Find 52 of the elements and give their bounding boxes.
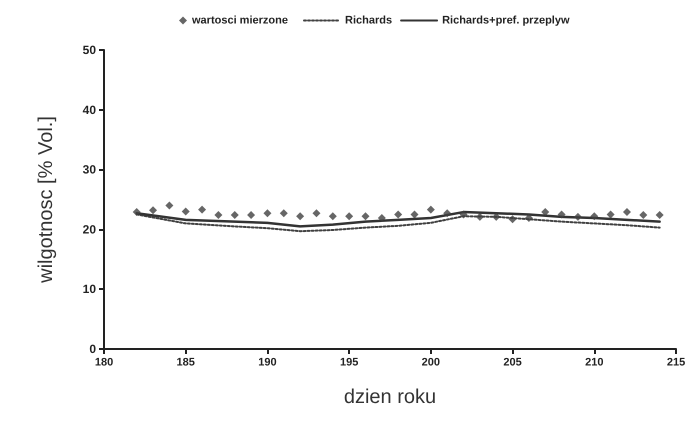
x-tick-label: 180: [94, 356, 114, 368]
point: [182, 207, 190, 216]
point: [476, 212, 484, 221]
y-axis-title: wilgotnosc [% Vol.]: [35, 116, 57, 284]
point: [280, 209, 288, 218]
point: [296, 212, 304, 220]
point: [606, 210, 615, 218]
point: [328, 212, 337, 220]
x-axis-title: dzien roku: [344, 386, 436, 408]
x-tick-label: 205: [503, 356, 522, 368]
point: [394, 210, 402, 218]
x-tick-label: 190: [258, 356, 277, 368]
y-tick-label: 30: [82, 162, 96, 177]
point: [460, 210, 468, 218]
point: [639, 211, 648, 220]
y-tick-label: 50: [82, 43, 96, 57]
y-tick-label: 40: [82, 102, 96, 117]
point: [263, 209, 272, 218]
point: [247, 211, 256, 220]
point: [590, 212, 598, 220]
point: [574, 212, 582, 221]
x-tick-label: 195: [340, 356, 358, 368]
legend-label: Richards+pref. przeplyw: [442, 14, 570, 26]
point: [345, 212, 354, 220]
point: [656, 211, 664, 220]
point: [361, 212, 370, 220]
point: [443, 209, 452, 218]
point: [312, 209, 320, 218]
y-tick-label: 0: [89, 342, 96, 356]
legend-label: Richards: [345, 14, 392, 26]
x-tick-label: 200: [422, 356, 440, 368]
point: [426, 206, 435, 214]
point: [524, 214, 533, 222]
y-tick-label: 10: [82, 282, 96, 296]
point: [132, 208, 141, 216]
x-tick-label: 215: [666, 356, 686, 368]
point: [508, 215, 517, 224]
point: [149, 206, 158, 214]
point: [198, 206, 206, 214]
point: [622, 208, 631, 216]
point: [541, 208, 550, 216]
point: [410, 210, 419, 218]
x-tick-label: 185: [176, 356, 195, 368]
point: [214, 211, 222, 220]
point: [492, 212, 500, 221]
legend-label: wartosci mierzone: [191, 14, 288, 26]
x-tick-label: 210: [585, 356, 604, 368]
y-tick-label: 20: [82, 222, 96, 236]
point: [230, 211, 239, 220]
point: [165, 201, 174, 210]
point: [558, 210, 566, 218]
point: [378, 214, 386, 222]
